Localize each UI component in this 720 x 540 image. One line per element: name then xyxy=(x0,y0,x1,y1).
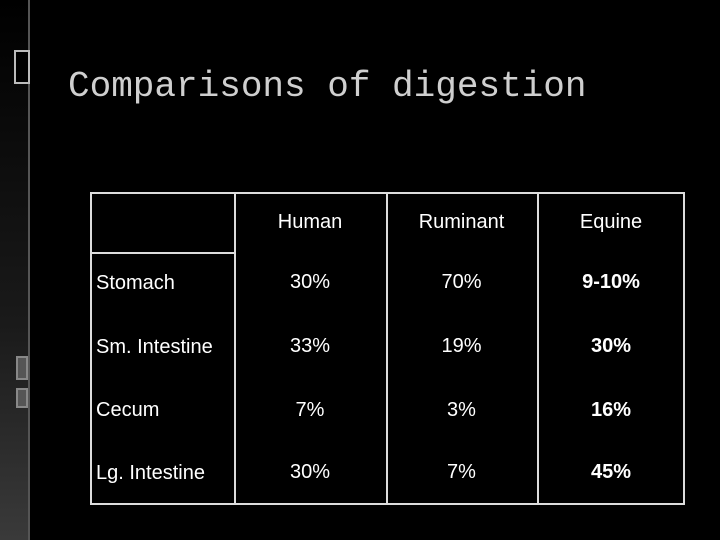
cell: 70% xyxy=(441,271,482,293)
cell: 7% xyxy=(295,398,325,421)
cell: 30% xyxy=(590,335,632,357)
cell: 9-10% xyxy=(582,271,640,293)
side-edge xyxy=(28,0,30,540)
column-header: Human xyxy=(277,210,343,233)
decoration xyxy=(16,356,28,380)
row-label: Lg. Intestine xyxy=(96,461,205,484)
side-strip xyxy=(0,0,28,540)
header-line xyxy=(92,252,236,254)
column-header: Ruminant xyxy=(418,210,505,233)
cell: 45% xyxy=(590,461,632,483)
column-line xyxy=(234,194,236,503)
cell: 3% xyxy=(447,398,476,421)
column-header: Equine xyxy=(579,210,643,233)
decoration xyxy=(16,388,28,408)
column-line xyxy=(537,194,539,503)
cell: 30% xyxy=(289,461,331,483)
table xyxy=(90,192,685,505)
column-line xyxy=(386,194,388,503)
slide-title: Comparisons of digestion xyxy=(68,66,587,107)
cell: 7% xyxy=(447,461,476,483)
cell: 30% xyxy=(289,271,331,293)
decoration xyxy=(14,50,30,84)
cell: 19% xyxy=(441,335,482,357)
row-label: Sm. Intestine xyxy=(96,335,213,358)
cell: 33% xyxy=(289,335,331,357)
cell: 16% xyxy=(590,398,632,421)
row-label: Cecum xyxy=(96,399,160,421)
row-label: Stomach xyxy=(96,271,175,294)
